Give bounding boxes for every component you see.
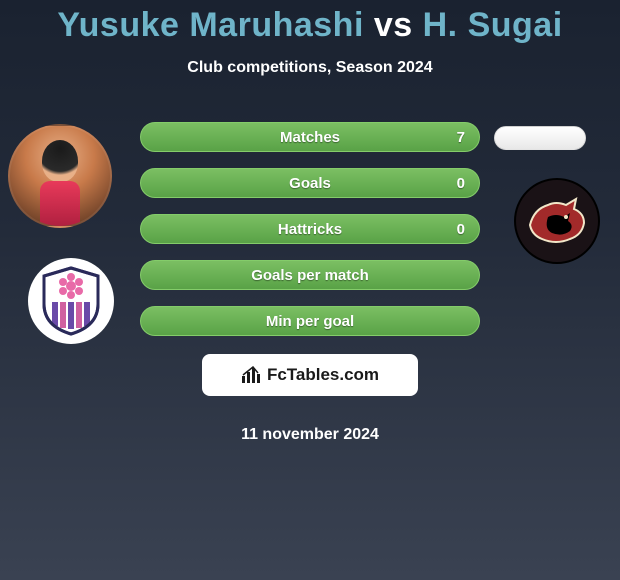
stat-label: Min per goal xyxy=(195,313,425,330)
stat-row: Hattricks0 xyxy=(140,214,480,244)
stat-value-right: 0 xyxy=(425,175,465,192)
player-photo-right-placeholder xyxy=(494,126,586,150)
page-title: Yusuke Maruhashi vs H. Sugai xyxy=(0,0,620,45)
stat-value-right: 7 xyxy=(425,129,465,146)
brand-box: FcTables.com xyxy=(202,354,418,396)
coyote-icon xyxy=(526,195,588,247)
club-badge-left xyxy=(28,258,114,344)
stat-label: Hattricks xyxy=(195,221,425,238)
shield-icon xyxy=(38,266,104,336)
stat-row: Goals per match xyxy=(140,260,480,290)
stat-label: Goals per match xyxy=(195,267,425,284)
stat-row: Min per goal xyxy=(140,306,480,336)
stat-row: Goals0 xyxy=(140,168,480,198)
subtitle: Club competitions, Season 2024 xyxy=(0,59,620,77)
title-player1: Yusuke Maruhashi xyxy=(57,6,364,44)
stats-block: Matches7Goals0Hattricks0Goals per matchM… xyxy=(140,122,480,352)
date-text: 11 november 2024 xyxy=(0,426,620,444)
stat-row: Matches7 xyxy=(140,122,480,152)
title-vs: vs xyxy=(374,6,413,44)
title-player2: H. Sugai xyxy=(423,6,563,44)
player-photo-left xyxy=(8,124,112,228)
stat-value-right: 0 xyxy=(425,221,465,238)
stat-label: Goals xyxy=(195,175,425,192)
club-badge-right xyxy=(514,178,600,264)
bar-chart-icon xyxy=(241,366,261,384)
stat-label: Matches xyxy=(195,129,425,146)
infographic: Yusuke Maruhashi vs H. Sugai Club compet… xyxy=(0,0,620,580)
brand-text: FcTables.com xyxy=(267,365,379,385)
